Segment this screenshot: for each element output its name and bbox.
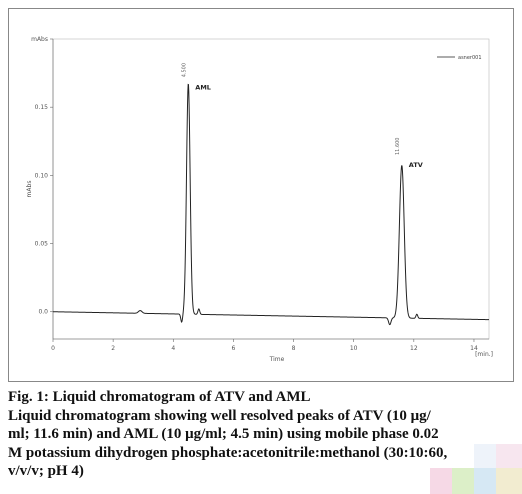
x-tick-label: 12 [410, 345, 418, 352]
caption-line-2: ml; 11.6 min) and AML (10 μg/ml; 4.5 min… [8, 426, 439, 442]
x-tick-label: 14 [470, 345, 478, 352]
corner-decoration [430, 444, 522, 494]
figure-caption: Fig. 1: Liquid chromatogram of ATV and A… [8, 388, 522, 481]
y-axis-ticks: 0.0 0.05 0.10 0.15 mAbs [31, 36, 53, 316]
x-tick-label: 2 [111, 345, 115, 352]
y-tick-label: 0.0 [38, 309, 48, 316]
caption-line-4: v/v/v; pH 4) [8, 463, 84, 479]
legend: asner001 [437, 55, 482, 61]
peak-annotations: AML 4.500 ATV 11.600 [181, 63, 422, 169]
caption-line-1: Liquid chromatogram showing well resolve… [8, 407, 431, 424]
plot-area-border [52, 38, 490, 340]
chromatogram-figure: 0 2 4 6 8 10 12 14 0.0 0.05 0.10 0.15 mAbs Time [mi… [8, 8, 514, 382]
x-tick-label: 0 [51, 345, 55, 352]
chromatogram-trace [53, 83, 490, 326]
peak-label: AML [195, 83, 211, 91]
legend-entry: asner001 [458, 55, 482, 61]
x-tick-label: 10 [350, 345, 358, 352]
x-axis-ticks: 0 2 4 6 8 10 12 14 [51, 339, 478, 352]
retention-time-label: 11.600 [395, 138, 401, 156]
y-tick-label: 0.05 [35, 241, 49, 248]
x-axis-label: Time [269, 356, 285, 363]
y-tick-label: mAbs [31, 36, 48, 43]
x-tick-label: 6 [231, 345, 235, 352]
peak-label: ATV [409, 161, 423, 169]
chromatogram-chart: 0 2 4 6 8 10 12 14 0.0 0.05 0.10 0.15 mAbs Time [mi… [26, 36, 493, 363]
y-tick-label: 0.15 [35, 104, 49, 111]
retention-time-label: 4.500 [181, 63, 187, 77]
x-tick-label: 4 [171, 345, 175, 352]
y-axis-label: mAbs [26, 181, 33, 198]
y-tick-label: 0.10 [35, 172, 49, 179]
caption-title: Fig. 1: Liquid chromatogram of ATV and A… [8, 389, 311, 405]
x-tick-label: 8 [292, 345, 296, 352]
caption-line-3: M potassium dihydrogen phosphate:acetoni… [8, 444, 448, 461]
x-axis-unit-label: [min.] [475, 351, 493, 358]
